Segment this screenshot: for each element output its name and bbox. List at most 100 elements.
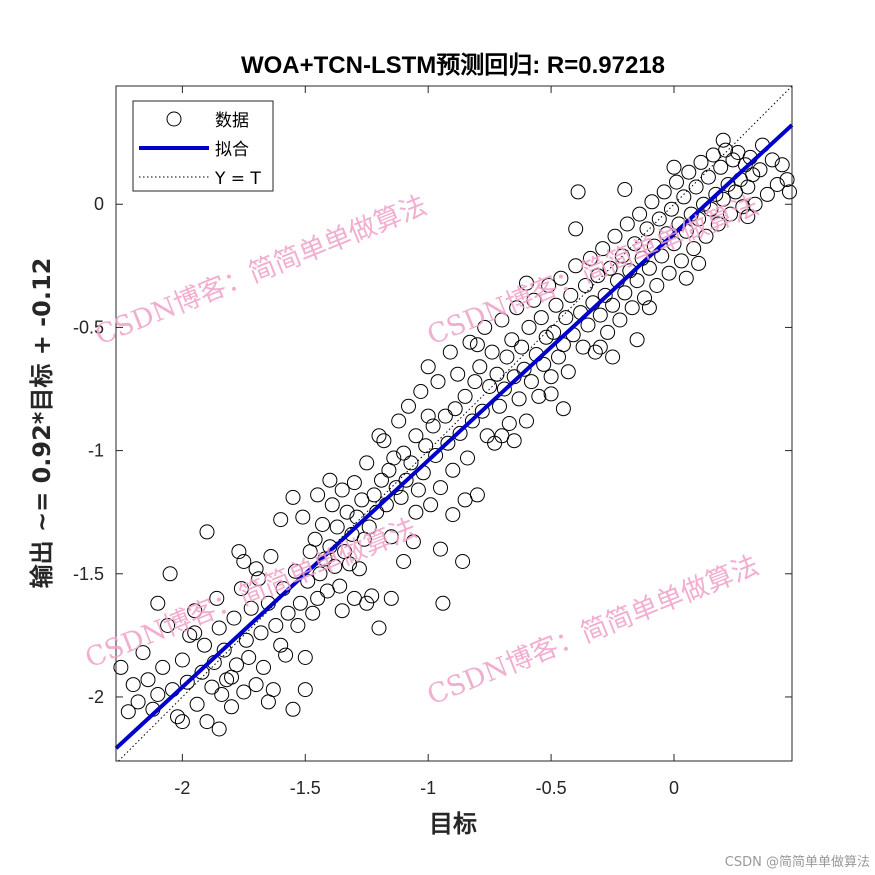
data-point (469, 337, 485, 353)
x-axis-title: 目标 (429, 810, 477, 838)
data-point (656, 184, 672, 200)
data-point (359, 455, 375, 471)
data-point (501, 416, 517, 431)
data-point (366, 487, 382, 503)
data-point (745, 167, 761, 183)
data-point (155, 659, 171, 675)
data-point (548, 297, 564, 313)
data-point (231, 544, 247, 560)
data-point (462, 334, 478, 350)
data-point (189, 696, 205, 712)
data-point (248, 677, 264, 693)
data-point (602, 260, 618, 276)
data-point (209, 590, 225, 606)
data-point (233, 581, 249, 597)
data-point (433, 480, 448, 496)
data-point (511, 391, 527, 407)
data-point (590, 268, 606, 284)
data-point (710, 216, 726, 232)
data-point (388, 480, 404, 496)
data-point (526, 292, 542, 308)
data-point (612, 312, 628, 328)
chart-title: WOA+TCN-LSTM预测回归: R=0.97218 (241, 52, 665, 79)
data-point (433, 541, 448, 557)
data-point (396, 554, 412, 569)
data-point (179, 674, 195, 690)
data-point (718, 142, 734, 158)
data-point (435, 595, 451, 611)
data-point (393, 489, 409, 505)
data-point (420, 408, 436, 424)
legend-label-fit: 拟合 (215, 140, 249, 160)
data-point (285, 489, 301, 505)
data-point (629, 273, 645, 289)
data-point (681, 164, 697, 180)
data-point (686, 241, 702, 257)
data-point (410, 482, 426, 498)
data-point (386, 450, 402, 466)
data-point (243, 600, 259, 616)
data-point (504, 332, 520, 348)
data-point (457, 388, 473, 404)
data-point (735, 199, 751, 215)
data-point (297, 682, 313, 698)
data-point (536, 356, 552, 372)
data-point (420, 359, 436, 375)
data-point (292, 595, 308, 611)
data-point (413, 384, 429, 399)
data-point (521, 319, 537, 335)
data-point (644, 194, 660, 210)
data-point (563, 287, 579, 303)
data-point (587, 344, 603, 360)
data-point (204, 679, 220, 695)
data-point (371, 428, 387, 444)
data-point (651, 211, 667, 227)
data-point (197, 637, 212, 653)
data-point (629, 332, 645, 348)
data-point (170, 709, 185, 725)
y-axis-title: 输出 ~= 0.92*目标 + -0.12 (28, 258, 56, 589)
data-point (423, 497, 439, 513)
y-tick-label: -1 (88, 441, 104, 461)
fit-line (114, 123, 794, 750)
data-point (570, 184, 586, 200)
y-tick-label: -2 (88, 687, 104, 707)
data-point (241, 650, 257, 665)
data-point (135, 645, 151, 661)
data-point (315, 517, 330, 532)
data-point (666, 159, 682, 175)
data-point (664, 201, 679, 217)
data-point (595, 241, 611, 257)
data-point (568, 258, 584, 274)
data-point (256, 659, 271, 675)
data-point (607, 228, 623, 244)
data-point (273, 512, 289, 528)
data-point (543, 386, 559, 402)
data-point (678, 270, 694, 286)
data-point (614, 248, 630, 264)
data-point (649, 278, 665, 293)
data-point (430, 374, 446, 390)
data-point (364, 588, 380, 604)
data-point (641, 260, 657, 276)
data-point (484, 344, 500, 360)
y-tick-label: -1.5 (73, 564, 104, 584)
data-point (624, 300, 640, 316)
plot-area (113, 85, 797, 762)
data-point (440, 435, 456, 451)
data-point (723, 206, 738, 222)
legend-label-identity: Y = T (214, 169, 261, 189)
data-point (455, 554, 471, 569)
data-point (568, 221, 584, 237)
identity-line (118, 85, 793, 762)
data-point (405, 534, 421, 550)
data-point (578, 278, 593, 293)
data-point (224, 699, 239, 715)
data-point (339, 504, 355, 520)
data-point (273, 637, 289, 653)
data-point (605, 297, 621, 313)
data-point (698, 228, 714, 244)
data-point (396, 445, 412, 461)
data-point (442, 344, 458, 360)
